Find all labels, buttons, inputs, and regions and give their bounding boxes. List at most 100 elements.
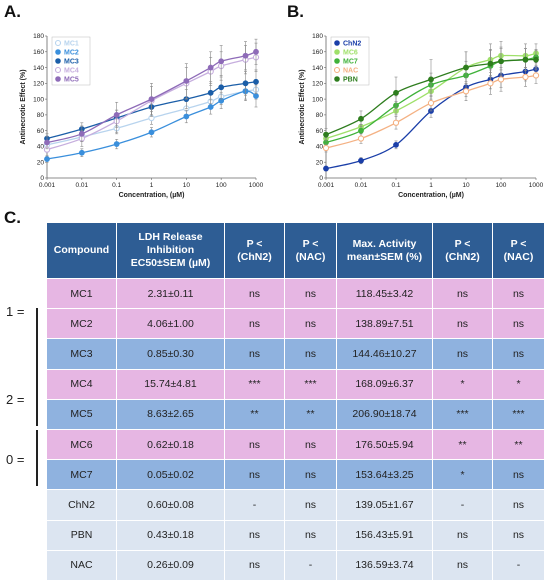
y-tick-label: 60 bbox=[37, 128, 45, 135]
x-tick-label: 100 bbox=[496, 182, 507, 189]
y-tick-label: 0 bbox=[40, 175, 44, 182]
header-p-chn2-max: P < (ChN2) bbox=[432, 222, 493, 279]
cell-max-activity: 138.89±7.51 bbox=[336, 308, 433, 340]
data-point-nac bbox=[357, 135, 365, 142]
cell-compound: MC2 bbox=[46, 308, 117, 340]
data-point-mc2 bbox=[44, 156, 50, 162]
x-tick-label: 1 bbox=[429, 182, 433, 189]
data-point-mc2 bbox=[113, 141, 120, 147]
y-tick-label: 80 bbox=[37, 112, 45, 119]
data-point-mc7 bbox=[358, 127, 364, 134]
legend-marker-mc2 bbox=[55, 49, 61, 55]
cell-p-chn2-max: - bbox=[432, 489, 493, 521]
legend-marker-mc5 bbox=[55, 76, 61, 82]
chart-a: 0 20 40 60 80 100 120 140 160 180 0.001 0.01 0.1 1 10 1… bbox=[20, 33, 264, 199]
table-row: MC3 0.85±0.30 ns ns 144.46±10.27 ns ns bbox=[46, 338, 545, 370]
cell-p-chn2-ec50: ns bbox=[224, 308, 285, 340]
cell-p-chn2-ec50: ** bbox=[224, 398, 285, 430]
cell-p-nac-max: ns bbox=[492, 489, 545, 521]
cell-ec50: 8.63±2.65 bbox=[116, 398, 225, 430]
y-axis-title: Antinecrotic Effect (%) bbox=[299, 69, 306, 144]
cell-p-nac-max: ns bbox=[492, 308, 545, 340]
data-point-mc5 bbox=[113, 111, 120, 118]
legend-marker-mc3 bbox=[55, 58, 61, 64]
cell-max-activity: 176.50±5.94 bbox=[336, 428, 433, 461]
data-point-mc2 bbox=[207, 104, 214, 110]
y-tick-label: 180 bbox=[33, 33, 44, 40]
y-tick-label: 140 bbox=[33, 65, 44, 72]
results-table: Compound LDH Release Inhibition EC50±SEM… bbox=[46, 222, 545, 580]
data-point-mc2 bbox=[78, 149, 85, 156]
legend-label-mc1: MC1 bbox=[64, 41, 79, 48]
y-tick-label: 20 bbox=[316, 159, 324, 166]
data-point-mc2 bbox=[148, 129, 155, 136]
header-p-nac-ec50: P < (NAC) bbox=[284, 222, 337, 279]
table-row: MC1 2.31±0.11 ns ns 118.45±3.42 ns ns bbox=[46, 277, 545, 310]
legend-label-pbn: PBN bbox=[343, 77, 358, 84]
cell-compound: PBN bbox=[46, 519, 117, 551]
cell-ec50: 15.74±4.81 bbox=[116, 368, 225, 400]
panel-label-c: C. bbox=[4, 208, 21, 227]
group-bracket-1 bbox=[36, 308, 38, 402]
table-row: PBN 0.43±0.18 ns ns 156.43±5.91 ns ns bbox=[46, 519, 545, 551]
table-row: ChN2 0.60±0.08- ns 139.05±1.67- ns bbox=[46, 489, 545, 521]
cell-p-nac-max: - bbox=[492, 549, 545, 580]
group-bracket-2 bbox=[36, 370, 38, 426]
y-tick-label: 40 bbox=[37, 144, 45, 151]
cell-p-nac-ec50: ns bbox=[284, 308, 337, 340]
cell-compound: MC5 bbox=[46, 398, 117, 430]
cell-ec50: 2.31±0.11 bbox=[116, 277, 225, 310]
x-tick-label: 1 bbox=[150, 182, 154, 189]
y-tick-label: 160 bbox=[312, 49, 323, 56]
data-point-mc5 bbox=[253, 48, 259, 55]
cell-p-nac-max: *** bbox=[492, 398, 545, 430]
x-tick-label: 100 bbox=[216, 182, 227, 189]
data-point-pbn bbox=[393, 89, 399, 96]
cell-p-nac-ec50: ns bbox=[284, 489, 337, 521]
cell-p-chn2-max: ns bbox=[432, 519, 493, 551]
legend-marker-mc7 bbox=[334, 58, 340, 64]
cell-compound: MC3 bbox=[46, 338, 117, 370]
legend-label-mc4: MC4 bbox=[64, 68, 79, 75]
legend-marker-mc4 bbox=[54, 66, 62, 74]
header-p-chn2-ec50: P < (ChN2) bbox=[224, 222, 285, 279]
x-tick-label: 0.01 bbox=[76, 182, 89, 189]
x-tick-label: 10 bbox=[462, 182, 470, 189]
cell-p-chn2-ec50: ns bbox=[224, 459, 285, 491]
cell-max-activity: 118.45±3.42 bbox=[336, 277, 433, 310]
table-row: MC5 8.63±2.65 ** ** 206.90±18.74 *** *** bbox=[46, 398, 545, 430]
x-tick-label: 0.1 bbox=[391, 182, 400, 189]
cell-p-chn2-ec50: ns bbox=[224, 519, 285, 551]
legend-marker-nac bbox=[333, 66, 341, 74]
data-point-nac bbox=[392, 119, 400, 126]
table-header-row: Compound LDH Release Inhibition EC50±SEM… bbox=[46, 222, 545, 279]
cell-p-chn2-max: ns bbox=[432, 549, 493, 580]
cell-compound: MC1 bbox=[46, 277, 117, 310]
data-point-mc5 bbox=[148, 96, 155, 103]
cell-p-chn2-ec50: ns bbox=[224, 277, 285, 310]
legend-label-mc6: MC6 bbox=[343, 50, 358, 57]
cell-p-nac-max: ns bbox=[492, 459, 545, 491]
cell-p-chn2-max: ns bbox=[432, 338, 493, 370]
cell-p-nac-max: ns bbox=[492, 277, 545, 310]
data-point-chn2 bbox=[358, 157, 364, 164]
cell-p-chn2-max: *** bbox=[432, 398, 493, 430]
legend-label-mc3: MC3 bbox=[64, 59, 79, 66]
x-tick-label: 0.01 bbox=[355, 182, 368, 189]
cell-p-chn2-ec50: - bbox=[224, 489, 285, 521]
cell-ec50: 0.60±0.08 bbox=[116, 489, 225, 521]
cell-max-activity: 144.46±10.27 bbox=[336, 338, 433, 370]
group-label-0: 0 = bbox=[6, 452, 25, 467]
data-point-nac bbox=[462, 88, 470, 95]
x-axis-title: Concentration, (µM) bbox=[398, 192, 464, 199]
cell-p-chn2-max: * bbox=[432, 459, 493, 491]
cell-max-activity: 168.09±6.37 bbox=[336, 368, 433, 400]
cell-max-activity: 153.64±3.25 bbox=[336, 459, 433, 491]
y-tick-label: 20 bbox=[37, 159, 45, 166]
table-row: MC6 0.62±0.18 ns ns 176.50±5.94 ** ** bbox=[46, 428, 545, 461]
cell-ec50: 0.85±0.30 bbox=[116, 338, 225, 370]
legend-label-chn2: ChN2 bbox=[343, 41, 361, 48]
cell-p-chn2-ec50: ns bbox=[224, 428, 285, 461]
cell-p-nac-max: ns bbox=[492, 519, 545, 551]
group-label-2: 2 = bbox=[6, 392, 25, 407]
